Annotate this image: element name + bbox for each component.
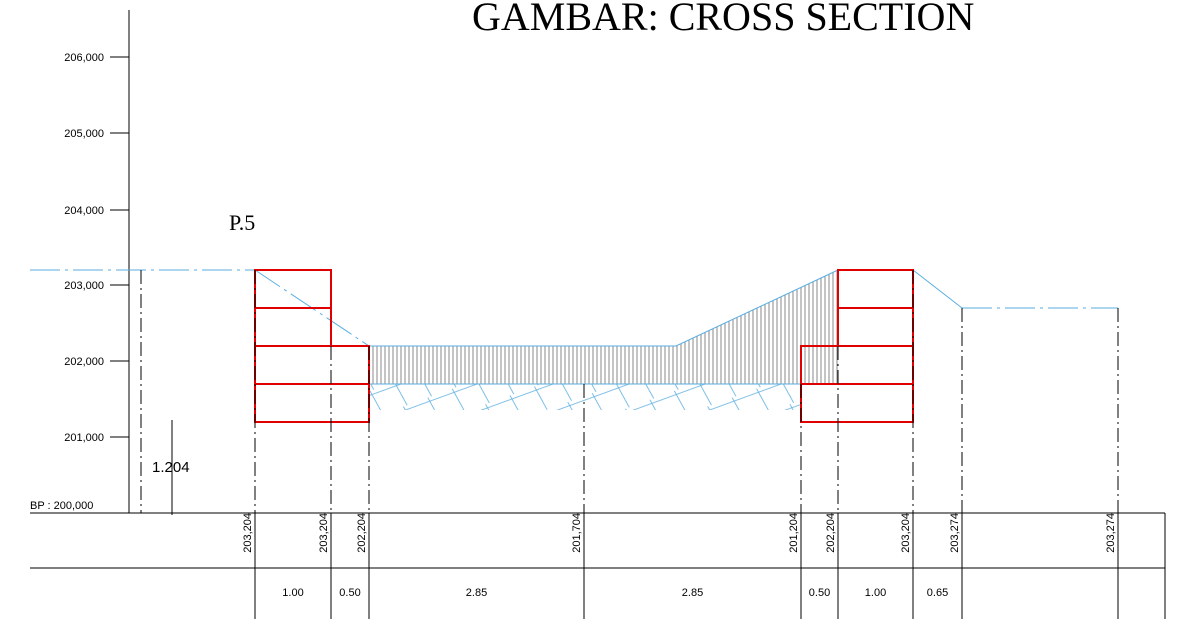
distance-value: 2.85 [466, 587, 487, 599]
section-label: P.5 [229, 210, 255, 235]
existing-ground [912, 269, 963, 309]
elevation-value: 202,204 [825, 513, 837, 553]
elevation-value: 203,204 [242, 513, 254, 553]
elevation-value: 202,204 [356, 513, 368, 553]
elevation-value: 201,704 [571, 513, 583, 553]
elevation-value: 203,274 [949, 513, 961, 553]
distance-value: 0.65 [927, 587, 948, 599]
soil-hatch [369, 384, 801, 410]
distance-value: 1.00 [865, 587, 886, 599]
ground-line [369, 269, 839, 347]
axis-label: 202,000 [64, 356, 104, 368]
axis-label: 204,000 [64, 205, 104, 217]
elevation-value: 201,204 [788, 513, 800, 553]
distance-value: 0.50 [339, 587, 360, 599]
fill-hatch [369, 270, 838, 384]
axis-label: 206,000 [64, 52, 104, 64]
axis-label: 205,000 [64, 128, 104, 140]
elevation-value: 203,204 [900, 513, 912, 553]
axis-label: BP : 200,000 [30, 500, 93, 512]
distance-value: 1.00 [282, 587, 303, 599]
height-label: 1.204 [152, 459, 190, 476]
title: GAMBAR: CROSS SECTION [472, 0, 974, 39]
distance-value: 0.50 [809, 587, 830, 599]
elevation-value: 203,204 [318, 513, 330, 553]
axis-label: 203,000 [64, 280, 104, 292]
axis-label: 201,000 [64, 432, 104, 444]
elevation-value: 203,274 [1105, 513, 1117, 553]
distance-value: 2.85 [682, 587, 703, 599]
gabion-left [254, 269, 370, 423]
